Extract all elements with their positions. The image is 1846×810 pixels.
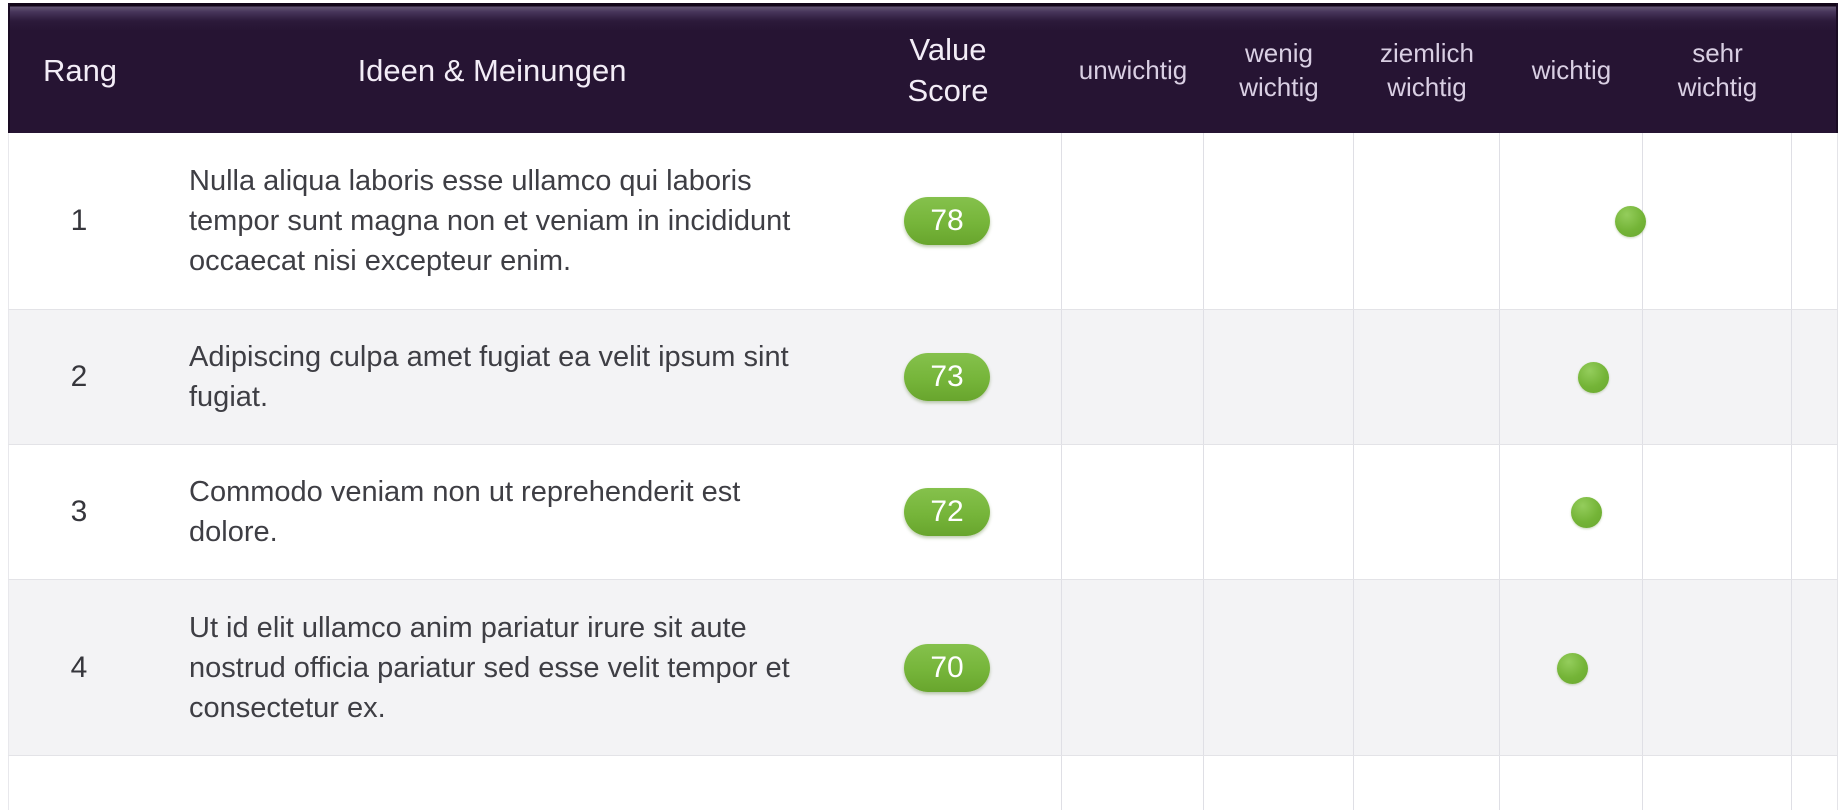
table-header-row: Rang Ideen & Meinungen Value Score unwic… <box>8 3 1838 133</box>
table-row: 3 Commodo veniam non ut reprehenderit es… <box>8 444 1838 579</box>
value-score-badge: 72 <box>904 488 990 536</box>
column-header-wenig-wichtig: wenig wichtig <box>1239 38 1319 102</box>
rating-cell-wichtig <box>1499 445 1642 579</box>
rating-cell-ziemlich-wichtig <box>1353 310 1499 444</box>
table-row: 4 Ut id elit ullamco anim pariatur irure… <box>8 579 1838 755</box>
value-score-badge: 70 <box>904 643 990 692</box>
value-score-cell: 73 <box>833 353 1061 401</box>
rating-cell-wenig-wichtig <box>1203 445 1353 579</box>
column-header-value-score-label: Value Score <box>907 32 989 108</box>
rating-cell-sehr-wichtig <box>1642 580 1791 755</box>
idea-text: Nulla aliqua laboris esse ullamco qui la… <box>189 165 791 277</box>
column-header-ideas: Ideen & Meinungen <box>357 52 627 88</box>
rank-value: 1 <box>70 204 88 237</box>
rating-cell-wichtig <box>1499 133 1642 309</box>
rating-cell-wichtig <box>1499 310 1642 444</box>
table-body: 1 Nulla aliqua laboris esse ullamco qui … <box>8 133 1838 810</box>
rating-cell-wenig-wichtig <box>1203 133 1353 309</box>
rank-value: 2 <box>70 360 88 393</box>
column-header-unwichtig: unwichtig <box>1078 55 1188 85</box>
value-score-cell: 78 <box>833 197 1061 245</box>
column-header-value-score: Value Score <box>834 25 1062 111</box>
rating-cell-unwichtig <box>1061 445 1203 579</box>
value-score-cell: 70 <box>833 643 1061 692</box>
rating-cell-wenig-wichtig <box>1203 580 1353 755</box>
rating-dot <box>1578 362 1610 393</box>
rating-cell-ziemlich-wichtig <box>1353 133 1499 309</box>
rating-cell-ziemlich-wichtig <box>1353 445 1499 579</box>
value-score-badge: 73 <box>904 353 990 401</box>
rating-cell-sehr-wichtig <box>1642 445 1791 579</box>
table-row: 2 Adipiscing culpa amet fugiat ea velit … <box>8 309 1838 444</box>
row-filler-cell <box>1791 580 1839 755</box>
rating-cell-ziemlich-wichtig <box>1353 580 1499 755</box>
idea-text: Ut id elit ullamco anim pariatur irure s… <box>189 611 790 724</box>
rating-dot <box>1614 206 1646 237</box>
rating-dot <box>1571 497 1603 528</box>
priority-table: Rang Ideen & Meinungen Value Score unwic… <box>8 3 1838 810</box>
value-score-badge: 78 <box>904 197 990 245</box>
table-row-partial <box>8 755 1838 810</box>
rank-value: 4 <box>70 650 88 684</box>
column-header-wichtig: wichtig <box>1531 55 1612 85</box>
rating-cell-wichtig <box>1499 580 1642 755</box>
value-score-cell: 72 <box>833 488 1061 536</box>
column-header-sehr-wichtig: sehr wichtig <box>1677 38 1758 102</box>
row-filler-cell <box>1791 310 1839 444</box>
row-filler-cell <box>1791 133 1839 309</box>
rank-value: 3 <box>70 495 88 528</box>
rating-cell-sehr-wichtig <box>1642 310 1791 444</box>
rating-cell-unwichtig <box>1061 310 1203 444</box>
rating-cell-wenig-wichtig <box>1203 310 1353 444</box>
table-row: 1 Nulla aliqua laboris esse ullamco qui … <box>8 133 1838 309</box>
rating-cell-unwichtig <box>1061 580 1203 755</box>
column-header-spacer <box>1792 66 1840 70</box>
rating-dot <box>1556 652 1588 684</box>
column-header-ziemlich-wichtig: ziemlich wichtig <box>1380 38 1474 102</box>
idea-text: Adipiscing culpa amet fugiat ea velit ip… <box>189 341 789 413</box>
rating-cell-sehr-wichtig <box>1642 133 1791 309</box>
idea-text: Commodo veniam non ut reprehenderit est … <box>189 476 741 548</box>
rating-cell-unwichtig <box>1061 133 1203 309</box>
column-header-rank: Rang <box>42 52 118 88</box>
row-filler-cell <box>1791 445 1839 579</box>
